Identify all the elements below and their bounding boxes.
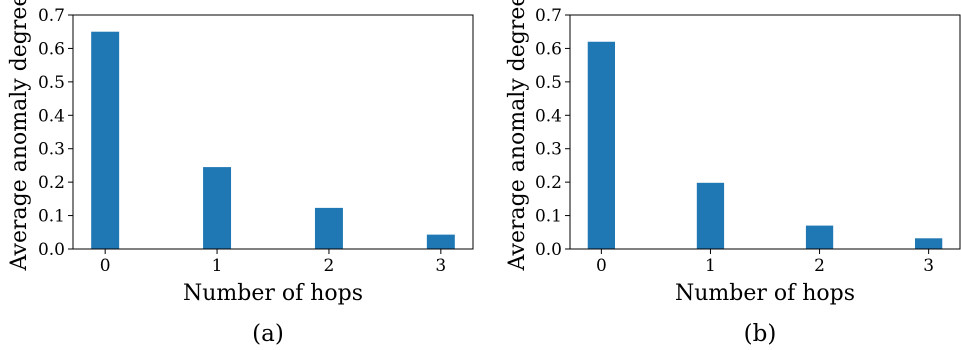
y-tick-label: 0.3 [535,140,562,160]
bar-2 [805,225,834,249]
y-tick-label: 0.6 [535,39,562,59]
bar-3 [915,238,943,249]
y-tick-label: 0.7 [535,6,562,26]
bar-3 [426,234,455,249]
x-tick-label: 2 [324,256,335,276]
subfigure-caption: (a) [252,321,284,347]
chart-panel-a: 0.0 0.1 0.2 0.3 0.4 0.5 0.6 0.7 0 1 2 3 Number of ho… [7,0,474,347]
y-tick-label: 0.4 [535,106,562,126]
x-tick-label: 2 [814,256,825,276]
bar-0 [587,41,615,249]
x-tick-label: 3 [435,256,446,276]
x-axis-label: Number of hops [183,281,363,306]
y-tick-label: 0.5 [38,73,65,93]
x-tick-label: 3 [923,256,934,276]
bar-2 [314,207,343,249]
y-axis-label: Average anomaly degree [505,0,530,271]
y-tick-label: 0.1 [535,207,562,227]
bar-1 [203,167,232,249]
x-tick-label: 0 [100,256,111,276]
x-tick-label: 1 [705,256,716,276]
y-tick-label: 0.0 [38,240,65,260]
x-tick-label: 0 [596,256,607,276]
y-tick-label: 0.0 [535,240,562,260]
chart-panel-b: 0.0 0.1 0.2 0.3 0.4 0.5 0.6 0.7 0 1 2 3 Number of ho… [505,0,961,347]
y-tick-label: 0.2 [535,173,562,193]
bar-1 [696,182,725,249]
x-axis-label: Number of hops [675,281,855,306]
y-tick-label: 0.3 [38,140,65,160]
y-tick-label: 0.2 [38,173,65,193]
y-tick-label: 0.5 [535,73,562,93]
subfigure-caption: (b) [744,321,777,347]
y-tick-label: 0.1 [38,207,65,227]
plot-frame [569,14,961,250]
y-tick-label: 0.4 [38,106,65,126]
plot-frame [72,14,474,250]
y-tick-label: 0.7 [38,6,65,26]
y-axis-label: Average anomaly degree [7,0,32,271]
x-tick-label: 1 [212,256,223,276]
y-tick-label: 0.6 [38,39,65,59]
bar-0 [91,31,120,250]
